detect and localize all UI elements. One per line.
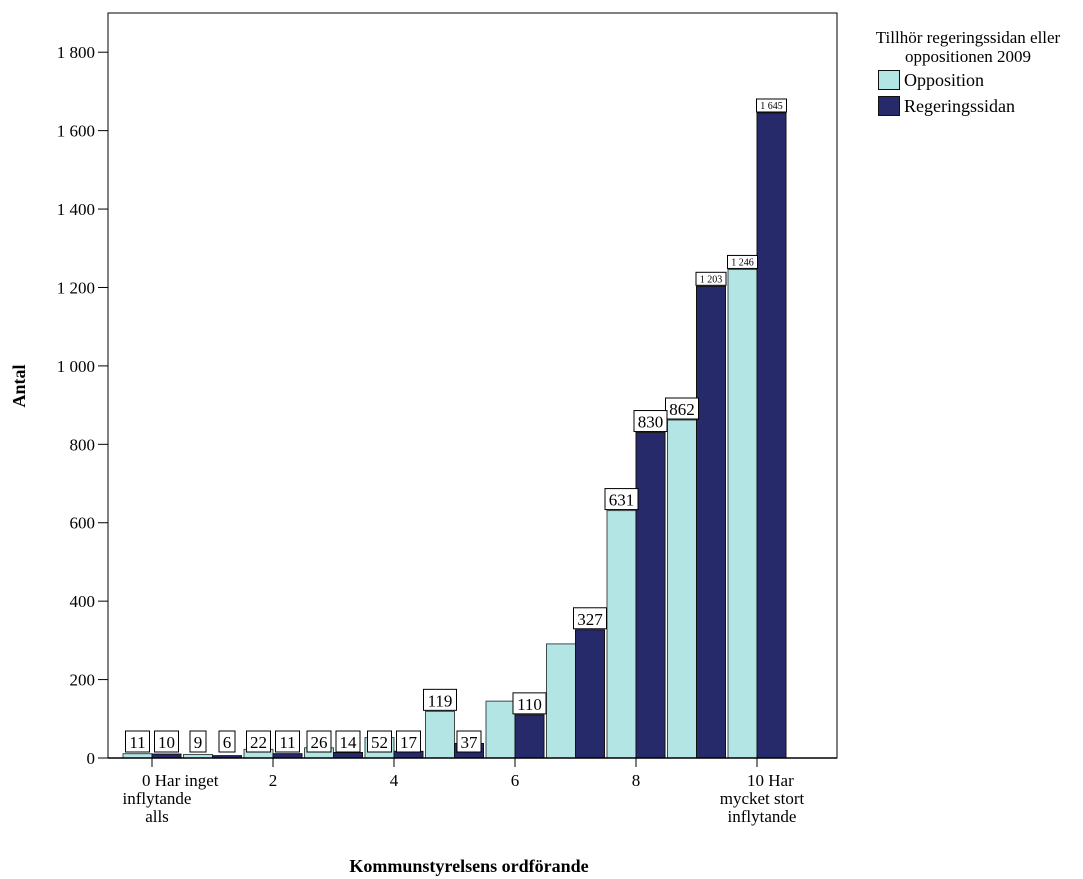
y-tick-label: 800 [70, 435, 96, 454]
data-label: 26 [311, 733, 328, 752]
data-label: 52 [371, 733, 388, 752]
data-label: 14 [340, 733, 358, 752]
data-label: 10 [158, 733, 175, 752]
x-axis-title: Kommunstyrelsens ordförande [349, 856, 588, 876]
legend-item-opposition: Opposition [878, 68, 1083, 92]
x-tick-label: 0 Har inget [142, 771, 219, 790]
bar-regeringssidan-10 [756, 112, 787, 759]
bar-opposition-9 [667, 419, 697, 759]
y-tick-label: 1 800 [57, 43, 95, 62]
data-label: 6 [223, 733, 232, 752]
y-tick-label: 1 200 [57, 278, 95, 297]
data-label: 17 [400, 733, 418, 752]
x-tick-label: 2 [269, 771, 278, 790]
bar-opposition-5 [425, 710, 455, 759]
bar-regeringssidan-6 [514, 714, 545, 759]
x-tick-label: alls [145, 807, 169, 826]
legend-label-regeringssidan: Regeringssidan [904, 95, 1015, 116]
bars-layer [122, 112, 787, 759]
x-tick-label: 10 Har [747, 771, 794, 790]
data-label-box [246, 730, 271, 753]
y-tick-label: 1 600 [57, 122, 95, 141]
x-tick-label: 6 [511, 771, 520, 790]
legend-item-regeringssidan: Regeringssidan [878, 94, 1083, 118]
data-label-box [727, 254, 758, 269]
data-label-box [154, 730, 179, 753]
y-tick-label: 200 [70, 671, 96, 690]
data-label-box [275, 730, 300, 753]
x-tick-label: 8 [632, 771, 641, 790]
data-label-box [125, 730, 150, 753]
data-label-box [665, 397, 699, 420]
data-label-box [633, 410, 668, 433]
legend: Tillhör regeringssidan eller oppositione… [858, 28, 1083, 118]
x-tick-label: inflytande [728, 807, 797, 826]
data-label-box [573, 607, 607, 630]
data-label-box [335, 730, 361, 753]
data-label-box [423, 688, 457, 711]
data-label-box [756, 98, 787, 113]
axes-layer: 0 200 400 600 800 1 000 1 200 1 400 1 600 1 800 0 … [57, 43, 837, 826]
data-label: 37 [461, 733, 479, 752]
data-label-box [512, 692, 547, 715]
data-label: 1 645 [760, 101, 783, 112]
legend-label-opposition: Opposition [904, 69, 985, 90]
data-label-box [367, 730, 392, 753]
x-tick-label: 4 [390, 771, 399, 790]
data-label-box [306, 730, 332, 753]
data-label: 327 [577, 610, 603, 629]
data-label: 1 246 [731, 257, 754, 268]
bar-regeringssidan-9 [696, 285, 726, 759]
data-label: 22 [250, 733, 267, 752]
y-tick-label: 400 [70, 592, 96, 611]
legend-swatch-regeringssidan [878, 96, 900, 116]
data-label: 631 [609, 491, 635, 510]
data-label: 11 [129, 733, 145, 752]
data-label-box [396, 730, 421, 753]
legend-title: Tillhör regeringssidan eller oppositione… [875, 28, 1061, 66]
data-label: 11 [279, 733, 295, 752]
data-label: 119 [428, 691, 453, 710]
x-tick-label: mycket stort [720, 789, 805, 808]
y-tick-label: 1 000 [57, 357, 95, 376]
data-label-box [604, 488, 639, 511]
legend-swatch-opposition [878, 70, 900, 90]
data-label-box [218, 730, 236, 753]
data-label: 9 [194, 733, 203, 752]
data-label: 1 203 [700, 274, 723, 285]
bar-opposition-10 [727, 268, 758, 759]
data-label: 830 [638, 413, 664, 432]
data-label-box [695, 271, 727, 286]
bar-opposition-8 [606, 510, 637, 759]
data-label-box [189, 730, 207, 753]
bar-opposition-7 [546, 643, 576, 759]
y-axis-title: Antal [9, 364, 29, 407]
y-tick-label: 600 [70, 514, 96, 533]
bar-regeringssidan-7 [575, 629, 605, 759]
y-tick-label: 0 [87, 749, 96, 768]
bar-opposition-6 [485, 700, 516, 759]
data-label: 110 [517, 695, 542, 714]
y-tick-label: 1 400 [57, 200, 95, 219]
x-tick-label: inflytande [123, 789, 192, 808]
bar-regeringssidan-8 [635, 432, 666, 759]
data-label: 862 [669, 400, 695, 419]
bar-regeringssidan-3 [333, 752, 363, 759]
data-label-box [456, 730, 482, 753]
